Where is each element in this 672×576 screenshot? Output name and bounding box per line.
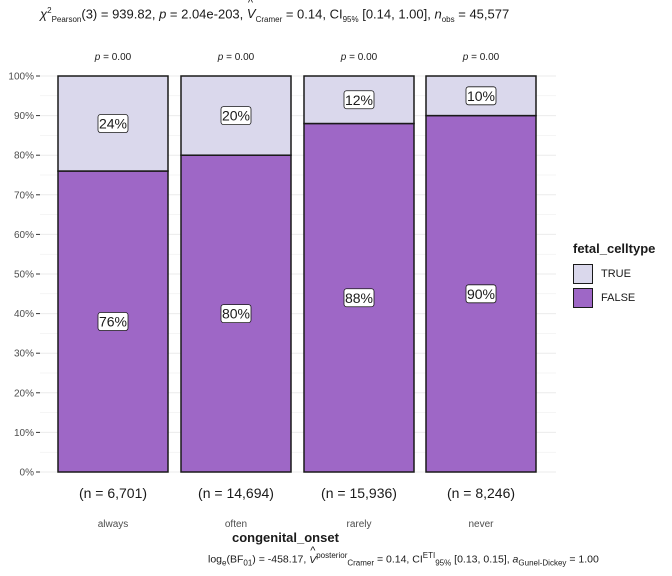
n-symbol: n <box>434 6 442 22</box>
y-tick-label: 40% <box>14 309 34 320</box>
count-label: (n = 15,936) <box>321 485 397 501</box>
n-value: = 45,577 <box>454 6 510 22</box>
count-label: (n = 8,246) <box>447 485 515 501</box>
p-value: = 2.04e-203, <box>166 6 247 22</box>
x-axis-title: congenital_onset <box>232 530 339 545</box>
data-label-true: 24% <box>99 116 127 132</box>
data-label-box-true <box>97 114 129 133</box>
ci-value: [0.14, 1.00], <box>358 6 435 22</box>
p-label: p = 0.00 <box>94 52 132 63</box>
y-tick-label: 20% <box>14 388 34 399</box>
x-tick-label: always <box>98 519 129 530</box>
count-label: (n = 6,701) <box>79 485 147 501</box>
x-tick-label: rarely <box>346 519 371 530</box>
y-tick-label: 10% <box>14 428 34 439</box>
chi-sub: Pearson <box>51 14 82 24</box>
x-tick-label: never <box>468 519 494 530</box>
chi-sup: 2 <box>47 6 52 15</box>
ci-eti-sup: ETI <box>422 551 436 560</box>
log-text: log <box>208 553 223 566</box>
bf-text: (BF <box>226 553 244 566</box>
data-label-box-true <box>343 90 375 110</box>
data-label-true: 10% <box>467 88 495 104</box>
data-label-box-false <box>343 288 375 308</box>
bars-layer <box>57 75 537 473</box>
x-tick-label: often <box>225 519 247 530</box>
legend-label-true: TRUE <box>601 268 631 280</box>
a-sub: Gunel-Dickey <box>518 558 567 568</box>
chart-caption: loge(BF01) = -458.17, VposteriorCramer =… <box>208 545 599 568</box>
ci-eti-value: [0.13, 0.15], <box>451 553 513 566</box>
y-tick-label: 60% <box>14 230 34 241</box>
v-value: = 0.14, CI <box>282 6 343 22</box>
chi-symbol: χ <box>40 6 48 22</box>
v-posterior-symbol: V <box>309 545 316 566</box>
y-tick-label: 70% <box>14 190 34 201</box>
y-tick-label: 90% <box>14 111 34 122</box>
data-label-true: 20% <box>222 108 250 124</box>
data-label-box-false <box>465 284 497 304</box>
v-sub: Cramer <box>255 14 283 24</box>
ci-sub: 95% <box>342 14 359 24</box>
ci-eti-sub: 95% <box>435 558 452 568</box>
y-tick-label: 80% <box>14 151 34 162</box>
count-label: (n = 14,694) <box>198 485 274 501</box>
legend-item-true: TRUE <box>573 262 655 286</box>
data-label-box-true <box>465 86 497 106</box>
p-label: p = 0.00 <box>462 52 500 63</box>
legend-title: fetal_celltype <box>573 241 656 256</box>
data-label-false: 88% <box>345 290 373 306</box>
bf-sub: 01 <box>243 558 253 568</box>
chi-value: (3) = 939.82, <box>81 6 160 22</box>
a-value: = 1.00 <box>566 553 599 566</box>
data-label-false: 76% <box>99 314 127 330</box>
bf-value: ) = -458.17, <box>252 553 310 566</box>
p-symbol: p <box>159 6 167 22</box>
labels-layer: 76% 24% p = 0.00 (n = 6,701) 80% 20% p = 0.00 (… <box>79 52 515 501</box>
data-label-false: 80% <box>222 306 250 322</box>
data-label-box-true <box>220 106 252 125</box>
bar-true-rarely <box>303 75 415 125</box>
legend: fetal_celltype TRUE FALSE <box>573 241 655 310</box>
legend-label-false: FALSE <box>601 292 636 304</box>
v-posterior-sup: posterior <box>316 551 348 560</box>
y-tick-label: 50% <box>14 270 34 281</box>
legend-item-false: FALSE <box>573 286 655 310</box>
y-tick-label: 30% <box>14 349 34 360</box>
legend-key-false <box>573 288 593 308</box>
log-sub: e <box>222 558 227 568</box>
data-label-true: 12% <box>345 92 373 108</box>
data-label-box-false <box>220 304 252 324</box>
p-label: p = 0.00 <box>217 52 255 63</box>
legend-key-true <box>573 264 593 284</box>
data-label-box-false <box>97 312 129 331</box>
data-label-false: 90% <box>467 286 495 302</box>
y-tick-label: 100% <box>8 72 34 83</box>
v-posterior-sub: Cramer <box>347 558 375 568</box>
p-label: p = 0.00 <box>340 52 378 63</box>
a-symbol: a <box>512 553 519 566</box>
v-symbol: V <box>247 0 256 21</box>
y-tick-label: 0% <box>20 468 35 479</box>
n-sub: obs <box>441 14 455 24</box>
v-posterior-value: = 0.14, CI <box>374 553 423 566</box>
axis-layer: 0% 10% 20% 30% 40% 50% 60% 70% 80% 90% 100% always o… <box>8 72 494 531</box>
chart-subtitle: χ2Pearson(3) = 939.82, p = 2.04e-203, VC… <box>40 0 510 24</box>
